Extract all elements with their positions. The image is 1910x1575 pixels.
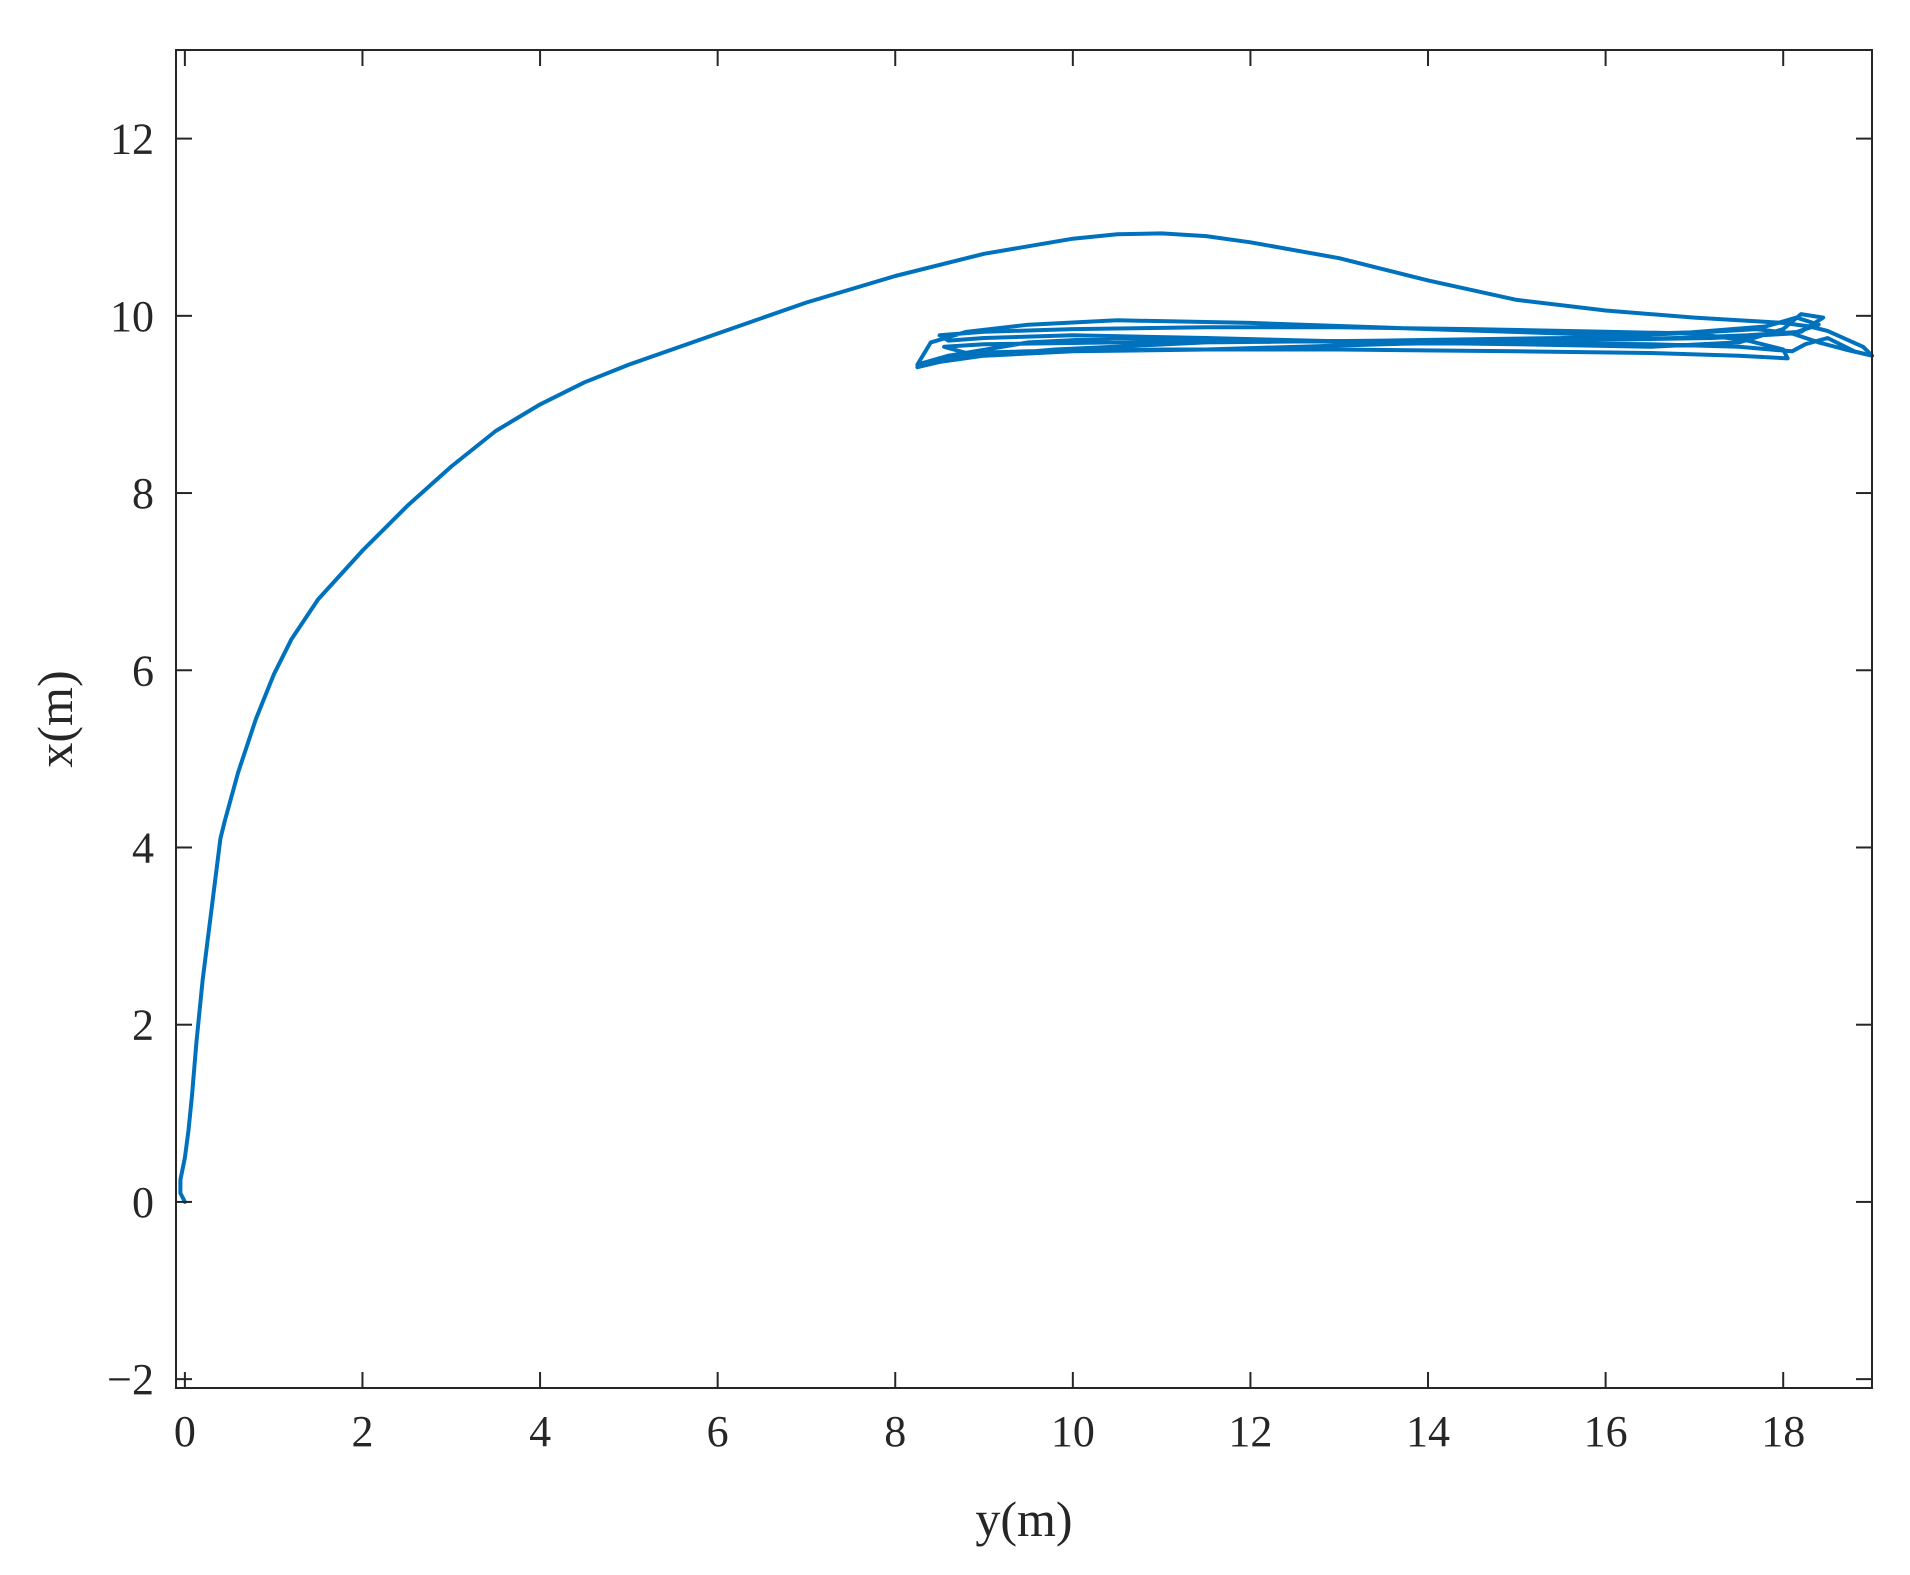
- axis-layer: 0 2 4 6 8 10 12 14 16 18 −2 0 2 4 6 8 10 12: [107, 49, 1873, 1456]
- y-tick-label: 0: [132, 1178, 154, 1227]
- x-tick-label: 14: [1406, 1407, 1450, 1456]
- x-axis-label: y(m): [975, 1491, 1072, 1547]
- y-tick-label: 4: [132, 823, 154, 872]
- x-tick-label: 2: [351, 1407, 373, 1456]
- y-tick-label: 2: [132, 1001, 154, 1050]
- x-tick-label: 4: [529, 1407, 551, 1456]
- series-layer: [178, 231, 1874, 1204]
- x-tick-label: 10: [1051, 1407, 1095, 1456]
- x-tick-label: 18: [1761, 1407, 1805, 1456]
- y-axis-label: x(m): [27, 670, 83, 767]
- x-tick-label: 0: [174, 1407, 196, 1456]
- x-tick-label: 12: [1228, 1407, 1272, 1456]
- x-tick-label: 16: [1584, 1407, 1628, 1456]
- x-tick-label: 6: [707, 1407, 729, 1456]
- y-tick-label: 10: [110, 292, 154, 341]
- axes-box: [175, 49, 1873, 1389]
- series-line-2: [915, 312, 1874, 370]
- series-line-1: [178, 231, 1874, 1204]
- y-tick-label: −2: [107, 1355, 154, 1404]
- x-tick-label: 8: [884, 1407, 906, 1456]
- y-tick-label: 12: [110, 115, 154, 164]
- y-tick-label: 8: [132, 469, 154, 518]
- y-tick-label: 6: [132, 646, 154, 695]
